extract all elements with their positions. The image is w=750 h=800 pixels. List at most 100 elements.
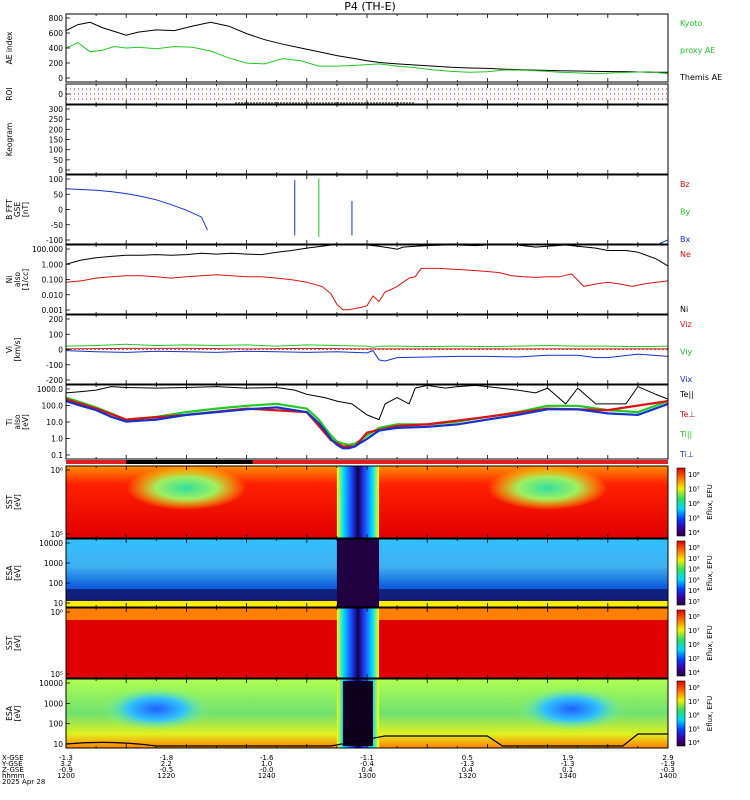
series-kyoto-proxy-ae	[66, 42, 668, 75]
x-tick-label: -1.6	[260, 754, 274, 762]
y-axis-label: ROI	[5, 87, 14, 100]
y-tick-label: -100	[46, 361, 63, 370]
colorbar-tick-label: 10⁵	[688, 576, 700, 584]
y-tick-label: 100	[49, 146, 64, 155]
y-tick-label: 0	[58, 206, 63, 215]
colorbar-tick-label: 10⁷	[688, 555, 700, 563]
series-te-	[66, 398, 668, 448]
y-tick-label: 300	[49, 105, 64, 114]
y-tick-label: -100	[46, 236, 63, 245]
y-axis-label: also	[13, 272, 22, 288]
colorbar-tick-label: 10⁴	[688, 739, 700, 747]
y-tick-label: 1.0	[51, 435, 63, 444]
colorbar-tick-label: 10⁵	[688, 725, 700, 733]
series-ni	[66, 245, 668, 267]
spectrogram-esa-i	[65, 679, 668, 748]
colorbar-tick-label: 10⁸	[688, 471, 700, 479]
y-tick-label: 600	[49, 29, 64, 38]
y-axis-label: [nT]	[21, 202, 30, 217]
y-axis-label: B FFT	[5, 199, 14, 220]
series-label: Kyoto	[680, 19, 702, 28]
y-tick-label: 0.1	[51, 451, 63, 460]
colorbar-tick-label: 10⁷	[688, 698, 700, 706]
y-axis-label: GSE	[13, 202, 22, 218]
y-tick-label: 10000	[39, 539, 63, 548]
y-axis-label: Ti	[5, 419, 14, 426]
y-axis-label: [eV]	[21, 414, 30, 430]
series-themis-ae	[66, 21, 668, 73]
series-label: proxy AE	[680, 46, 715, 55]
colorbar-tick-label: 10³	[688, 598, 700, 606]
y-tick-label: 0.100	[42, 276, 64, 285]
y-axis-label: [eV]	[13, 635, 22, 651]
x-tick-label: 2.9	[662, 754, 673, 762]
y-tick-label: 150	[49, 136, 64, 145]
y-axis-label: [eV]	[13, 494, 22, 510]
colorbar-tick-label: 10⁷	[688, 627, 700, 635]
series-label: Te||	[679, 390, 694, 399]
x-tick-label: -1.9	[661, 760, 675, 768]
x-axis-row-label: hhmm	[2, 772, 25, 780]
x-tick-label: -1.8	[159, 754, 173, 762]
series-label: Vix	[680, 375, 693, 384]
y-tick-label: 100.0	[42, 402, 64, 411]
series-vix	[66, 349, 668, 362]
y-tick-label: 1000	[44, 699, 63, 708]
x-tick-label: 0.4	[462, 766, 474, 774]
y-tick-label: 10	[53, 599, 63, 608]
colorbar-tick-label: 10⁵	[688, 515, 700, 523]
y-axis-label: AE index	[5, 31, 14, 64]
y-tick-label: 50	[53, 156, 63, 165]
series-label: Te⊥	[679, 410, 695, 419]
y-tick-label: 100	[49, 175, 64, 184]
spectrogram-sst-e	[66, 466, 668, 538]
x-axis-row-label: 2025 Apr 28	[2, 778, 45, 786]
y-tick-label: 0.010	[42, 291, 64, 300]
x-tick-label: 1300	[358, 772, 376, 780]
x-tick-label: -1.3	[561, 760, 575, 768]
colorbar	[676, 609, 686, 677]
series-ne	[66, 267, 668, 311]
y-tick-label: 0	[58, 90, 63, 99]
colorbar-tick-label: 10⁸	[688, 613, 700, 621]
colorbar-tick-label: 10⁶	[688, 566, 700, 574]
colorbar-tick-label: 10⁴	[688, 529, 700, 537]
colorbar	[676, 467, 686, 537]
series-label: Ni	[680, 305, 688, 314]
y-tick-label: 0	[58, 166, 63, 175]
series-te-	[66, 385, 668, 421]
x-tick-label: 0.4	[361, 766, 373, 774]
y-axis-label: ESA	[5, 565, 14, 581]
x-tick-label: -0.5	[159, 766, 173, 774]
y-tick-label: 10⁶	[50, 466, 63, 475]
x-axis-row-label: Z-GSE	[2, 766, 24, 774]
x-tick-label: 1320	[458, 772, 476, 780]
series-label: By	[680, 208, 690, 217]
y-tick-label: 200	[49, 125, 64, 134]
y-tick-label: 100.000	[32, 245, 63, 254]
x-tick-label: 2.2	[161, 760, 172, 768]
series-ti-	[66, 400, 668, 450]
y-axis-label: SST	[5, 636, 14, 651]
x-axis-row-label: Y-GSE	[1, 760, 23, 768]
x-tick-label: 1340	[559, 772, 577, 780]
figure-title: P4 (TH-E)	[344, 0, 396, 13]
colorbar-tick-label: 10⁴	[688, 669, 700, 677]
data-flag-bar	[126, 460, 253, 464]
y-tick-label: 400	[49, 44, 64, 53]
y-tick-label: 800	[49, 14, 64, 23]
y-tick-label: 10⁵	[50, 670, 63, 679]
y-axis-label: also	[13, 414, 22, 430]
colorbar-tick-label: 10⁷	[688, 486, 700, 494]
y-tick-label: 1.000	[42, 260, 64, 269]
panel-frame-temperature	[65, 384, 669, 460]
colorbar-label: Eflux, EFU	[706, 555, 714, 590]
series-viy	[66, 343, 668, 348]
y-tick-label: 100	[49, 579, 64, 588]
y-axis-label: [1/cc]	[21, 269, 30, 290]
panel-frame-keogram	[65, 104, 669, 175]
x-tick-label: 1200	[57, 772, 75, 780]
y-tick-label: 1000	[44, 559, 63, 568]
colorbar-tick-label: 10⁵	[688, 655, 700, 663]
